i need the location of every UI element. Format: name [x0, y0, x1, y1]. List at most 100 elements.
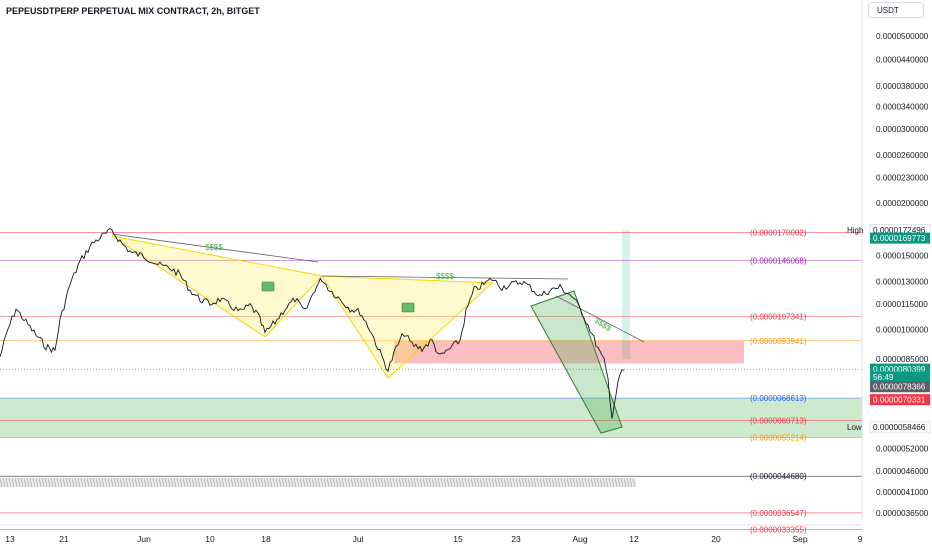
price-tick-11: 0.0000100000 — [876, 325, 929, 334]
session-mark-144 — [143, 477, 147, 488]
price-marker-value-4: 0.0000078366 — [873, 383, 926, 392]
session-mark-234 — [233, 477, 237, 488]
time-tick-9: 12 — [629, 534, 639, 544]
price-tick-9: 0.0000130000 — [876, 278, 929, 287]
session-mark-612 — [611, 477, 615, 488]
session-mark-600 — [599, 477, 603, 488]
session-mark-213 — [212, 477, 216, 488]
session-mark-219 — [218, 477, 222, 488]
session-mark-597 — [596, 477, 600, 488]
session-mark-489 — [488, 477, 492, 488]
session-mark-369 — [368, 477, 372, 488]
session-mark-198 — [197, 477, 201, 488]
session-mark-60 — [59, 477, 63, 488]
session-mark-351 — [350, 477, 354, 488]
price-tick-16: 0.0000036500 — [876, 509, 929, 518]
session-mark-564 — [563, 477, 567, 488]
money-icon-0 — [261, 281, 275, 292]
session-mark-30 — [29, 477, 33, 488]
session-mark-540 — [539, 477, 543, 488]
descending-channel — [530, 290, 623, 434]
session-mark-402 — [401, 477, 405, 488]
session-mark-363 — [362, 477, 366, 488]
session-mark-465 — [464, 477, 468, 488]
session-mark-297 — [296, 477, 300, 488]
marker-label-6: Low — [847, 423, 862, 432]
session-mark-264 — [263, 477, 267, 488]
session-mark-603 — [602, 477, 606, 488]
time-tick-8: Aug — [572, 534, 587, 544]
session-mark-381 — [380, 477, 384, 488]
session-mark-258 — [257, 477, 261, 488]
session-mark-252 — [251, 477, 255, 488]
session-mark-75 — [74, 477, 78, 488]
price-tick-2: 0.0000380000 — [876, 82, 929, 91]
session-mark-21 — [20, 477, 24, 488]
trendline-1 — [111, 233, 319, 263]
session-mark-471 — [470, 477, 474, 488]
session-mark-420 — [419, 477, 423, 488]
session-mark-3 — [2, 477, 6, 488]
price-tick-3: 0.0000340000 — [876, 102, 929, 111]
harmonic-triangle-1 — [111, 235, 323, 338]
session-mark-435 — [434, 477, 438, 488]
price-marker-value-3: 56:49 — [873, 373, 894, 382]
session-mark-285 — [284, 477, 288, 488]
session-mark-309 — [308, 477, 312, 488]
session-mark-504 — [503, 477, 507, 488]
session-mark-27 — [26, 477, 30, 488]
currency-selector[interactable]: USDT — [868, 2, 924, 18]
session-mark-174 — [173, 477, 177, 488]
session-mark-570 — [569, 477, 573, 488]
price-marker-value-0: 0.0000172496 — [873, 226, 926, 235]
fib-level-label-5: (0.0000060713) — [750, 416, 807, 425]
money-icon-1 — [401, 302, 415, 313]
session-mark-57 — [56, 477, 60, 488]
session-mark-606 — [605, 477, 609, 488]
price-tick-6: 0.0000230000 — [876, 174, 929, 183]
session-mark-453 — [452, 477, 456, 488]
session-mark-318 — [317, 477, 321, 488]
session-mark-6 — [5, 477, 9, 488]
session-mark-0 — [0, 477, 3, 488]
harmonic-triangle-2 — [321, 275, 494, 379]
session-mark-48 — [47, 477, 51, 488]
chart-title: PEPEUSDTPERP PERPETUAL MIX CONTRACT, 2h,… — [6, 6, 260, 16]
fib-level-label-3: (0.0000093941) — [750, 337, 807, 346]
session-mark-441 — [440, 477, 444, 488]
session-mark-138 — [137, 477, 141, 488]
session-mark-447 — [446, 477, 450, 488]
session-mark-282 — [281, 477, 285, 488]
session-mark-387 — [386, 477, 390, 488]
time-tick-6: 15 — [453, 534, 463, 544]
session-mark-498 — [497, 477, 501, 488]
session-mark-291 — [290, 477, 294, 488]
session-mark-555 — [554, 477, 558, 488]
session-mark-312 — [311, 477, 315, 488]
session-mark-594 — [593, 477, 597, 488]
session-mark-111 — [110, 477, 114, 488]
price-marker-value-1: 0.0000169773 — [873, 234, 926, 243]
session-band — [0, 478, 636, 487]
session-mark-516 — [515, 477, 519, 488]
session-mark-69 — [68, 477, 72, 488]
session-mark-228 — [227, 477, 231, 488]
price-tick-15: 0.0000041000 — [876, 488, 929, 497]
session-mark-426 — [425, 477, 429, 488]
session-mark-396 — [395, 477, 399, 488]
session-mark-231 — [230, 477, 234, 488]
session-mark-582 — [581, 477, 585, 488]
session-mark-534 — [533, 477, 537, 488]
session-mark-54 — [53, 477, 57, 488]
session-mark-195 — [194, 477, 198, 488]
session-mark-117 — [116, 477, 120, 488]
supply-zone — [394, 340, 744, 364]
session-mark-330 — [329, 477, 333, 488]
session-mark-546 — [545, 477, 549, 488]
trendline-3 — [555, 295, 645, 343]
session-mark-579 — [578, 477, 582, 488]
session-mark-279 — [278, 477, 282, 488]
marker-label-0: High — [847, 226, 863, 235]
